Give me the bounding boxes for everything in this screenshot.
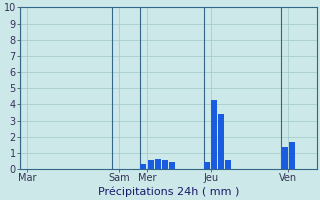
Bar [282,147,288,169]
Bar [155,159,161,169]
Bar [218,114,224,169]
Bar [204,162,210,169]
Bar [225,160,231,169]
Bar [289,142,295,169]
Bar [211,100,217,169]
Bar [148,160,154,169]
X-axis label: Précipitations 24h ( mm ): Précipitations 24h ( mm ) [98,186,239,197]
Bar [169,162,175,169]
Bar [162,160,168,169]
Bar [140,164,147,169]
